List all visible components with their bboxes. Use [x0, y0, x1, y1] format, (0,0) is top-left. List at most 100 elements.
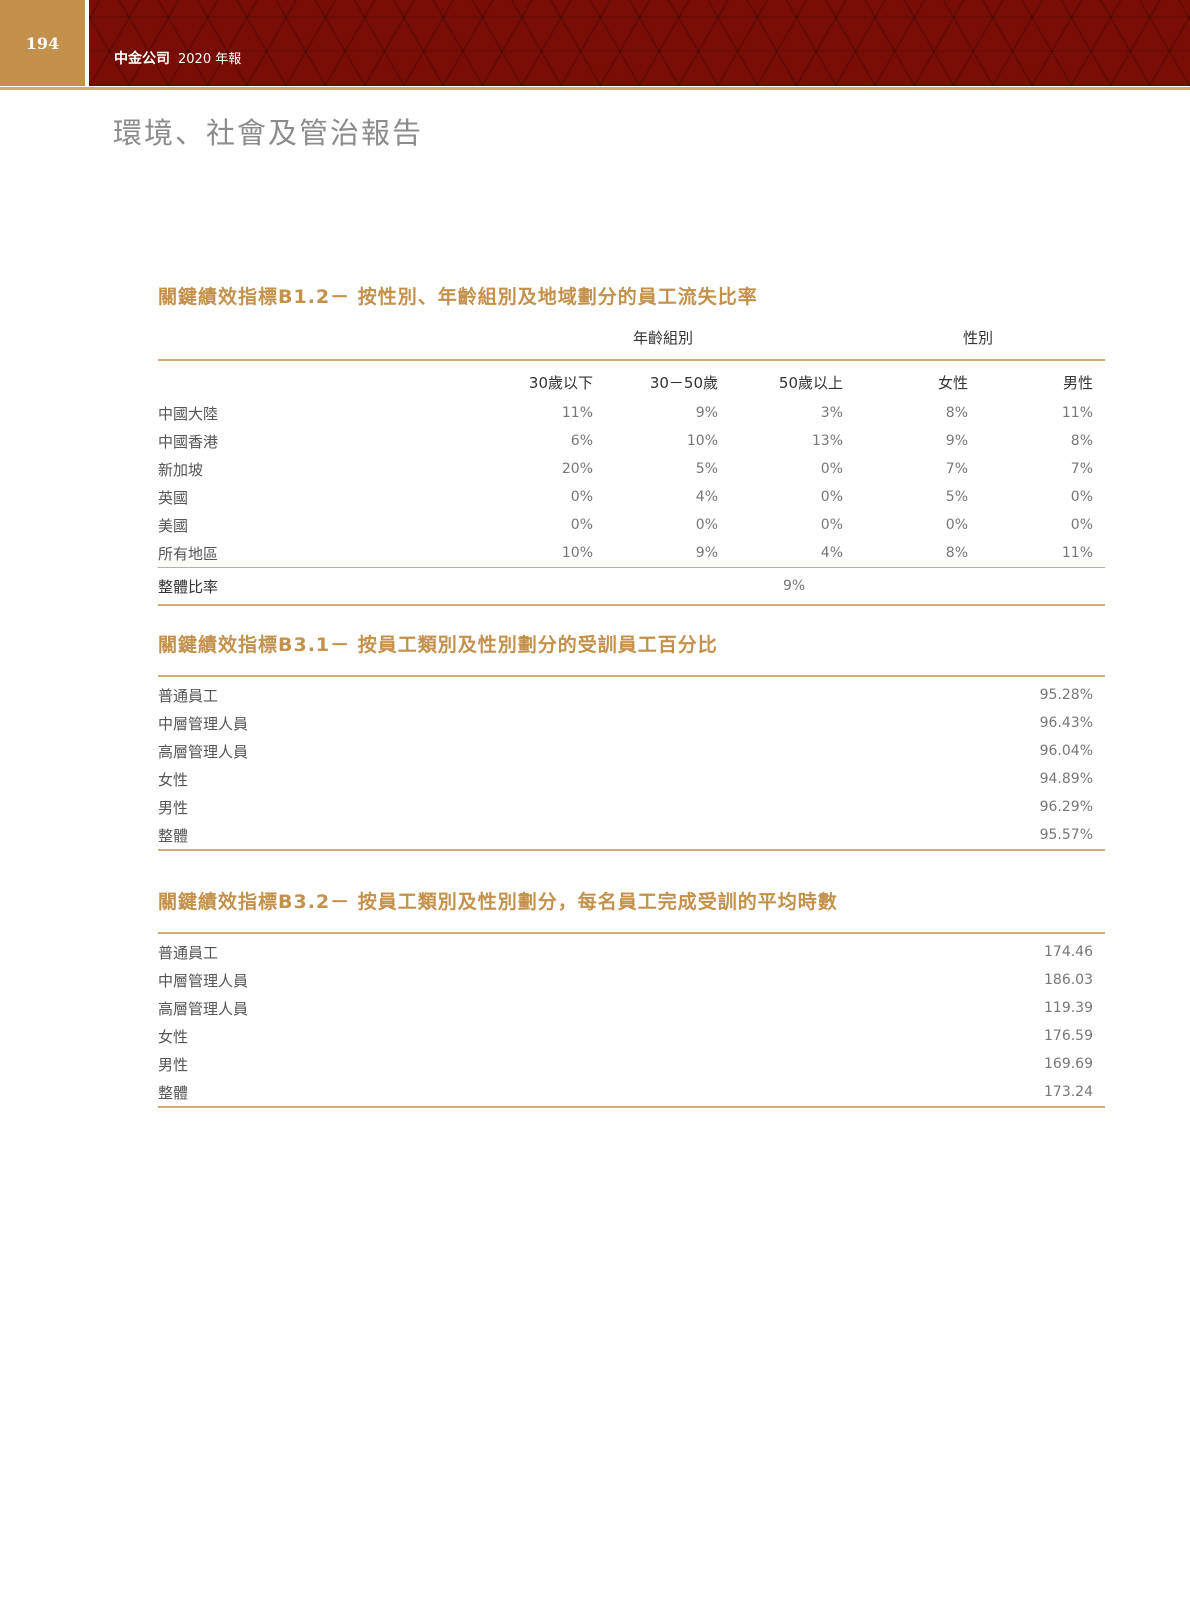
- column-header: 30－50歲: [649, 373, 718, 392]
- row-label: 美國: [158, 516, 189, 535]
- cell-value: 10%: [561, 545, 593, 561]
- group-gender-header: 性別: [963, 329, 994, 347]
- table-row: 新加坡 20% 5% 0% 7% 7%: [158, 455, 1105, 483]
- table-row: 女性 94.89%: [158, 765, 1105, 793]
- table-b31: 關鍵績效指標B3.1－ 按員工類別及性別劃分的受訓員工百分比 普通員工 95.28…: [158, 630, 1105, 851]
- cell-value: 8%: [945, 405, 968, 421]
- cell-value: 4%: [695, 489, 718, 505]
- row-label: 整體: [158, 1083, 189, 1102]
- row-label: 中層管理人員: [158, 971, 249, 990]
- row-label: 普通員工: [158, 686, 219, 705]
- column-header-row: 30歲以下 30－50歲 50歲以上 女性 男性: [158, 361, 1105, 399]
- table-b32: 關鍵績效指標B3.2－ 按員工類別及性別劃分，每名員工完成受訓的平均時數 普通員…: [158, 887, 1105, 1108]
- company-name: 中金公司: [114, 51, 170, 67]
- page-title: 環境、社會及管治報告: [113, 116, 424, 150]
- cell-value: 174.46: [1044, 944, 1093, 960]
- section-title: 關鍵績效指標B1.2－ 按性別、年齡組別及地域劃分的員工流失比率: [158, 286, 758, 308]
- divider: [158, 932, 1105, 934]
- header-brand: 中金公司 2020 年報: [114, 48, 241, 68]
- cell-value: 13%: [811, 433, 843, 449]
- column-header: 30歲以下: [528, 373, 593, 392]
- row-label: 中國香港: [158, 432, 219, 451]
- divider: [158, 567, 1105, 568]
- cell-value: 11%: [1061, 545, 1093, 561]
- page-number: 194: [0, 0, 85, 86]
- row-label: 新加坡: [158, 460, 204, 479]
- cell-value: 8%: [945, 545, 968, 561]
- header-divider: [0, 87, 1190, 90]
- cell-value: 10%: [686, 433, 718, 449]
- table-row: 高層管理人員 96.04%: [158, 737, 1105, 765]
- row-label: 所有地區: [158, 544, 219, 563]
- cell-value: 0%: [1070, 489, 1093, 505]
- divider: [158, 604, 1105, 606]
- cell-value: 0%: [820, 517, 843, 533]
- cell-value: 0%: [570, 517, 593, 533]
- cell-value: 9%: [695, 545, 718, 561]
- row-label: 高層管理人員: [158, 742, 249, 761]
- cell-value: 94.89%: [1039, 771, 1093, 787]
- divider: [158, 359, 1105, 361]
- table-row: 英國 0% 4% 0% 5% 0%: [158, 483, 1105, 511]
- row-label: 男性: [158, 1055, 189, 1074]
- group-age-header: 年齡組別: [633, 329, 694, 347]
- cell-value: 95.28%: [1039, 687, 1093, 703]
- cell-value: 5%: [695, 461, 718, 477]
- report-year: 2020 年報: [178, 52, 242, 67]
- header-band: [89, 0, 1190, 86]
- cell-value: 11%: [561, 405, 593, 421]
- cell-value: 0%: [820, 489, 843, 505]
- row-label: 男性: [158, 798, 189, 817]
- cell-value: 5%: [945, 489, 968, 505]
- cell-value: 96.29%: [1039, 799, 1093, 815]
- cell-value: 11%: [1061, 405, 1093, 421]
- section-title: 關鍵績效指標B3.1－ 按員工類別及性別劃分的受訓員工百分比: [158, 634, 718, 656]
- table-row: 中國大陸 11% 9% 3% 8% 11%: [158, 399, 1105, 427]
- table-row: 高層管理人員 119.39: [158, 994, 1105, 1022]
- cell-value: 96.04%: [1039, 743, 1093, 759]
- table-row: 男性 96.29%: [158, 793, 1105, 821]
- table-row: 普通員工 95.28%: [158, 681, 1105, 709]
- row-label: 中國大陸: [158, 404, 219, 423]
- table-row: 中層管理人員 186.03: [158, 966, 1105, 994]
- cell-value: 0%: [570, 489, 593, 505]
- cell-value: 0%: [820, 461, 843, 477]
- cell-value: 169.69: [1044, 1056, 1093, 1072]
- cell-value: 0%: [695, 517, 718, 533]
- table-row: 普通員工 174.46: [158, 938, 1105, 966]
- cell-value: 96.43%: [1039, 715, 1093, 731]
- table-row: 男性 169.69: [158, 1050, 1105, 1078]
- overall-label: 整體比率: [158, 577, 219, 596]
- table-row: 中國香港 6% 10% 13% 9% 8%: [158, 427, 1105, 455]
- cell-value: 9%: [695, 405, 718, 421]
- table-row: 整體 173.24: [158, 1078, 1105, 1106]
- divider: [158, 849, 1105, 851]
- table-b12: 關鍵績效指標B1.2－ 按性別、年齡組別及地域劃分的員工流失比率 年齡組別 性別…: [158, 282, 1105, 606]
- overall-row: 整體比率 9%: [158, 568, 1105, 604]
- divider: [158, 675, 1105, 677]
- cell-value: 9%: [945, 433, 968, 449]
- column-header: 女性: [937, 373, 968, 392]
- row-label: 英國: [158, 488, 189, 507]
- row-label: 整體: [158, 826, 189, 845]
- cell-value: 0%: [1070, 517, 1093, 533]
- table-row: 美國 0% 0% 0% 0% 0%: [158, 511, 1105, 539]
- row-label: 普通員工: [158, 943, 219, 962]
- row-label: 高層管理人員: [158, 999, 249, 1018]
- cell-value: 176.59: [1044, 1028, 1093, 1044]
- overall-value: 9%: [783, 578, 806, 594]
- cell-value: 4%: [820, 545, 843, 561]
- section-title: 關鍵績效指標B3.2－ 按員工類別及性別劃分，每名員工完成受訓的平均時數: [158, 891, 838, 913]
- cell-value: 186.03: [1044, 972, 1093, 988]
- row-label: 中層管理人員: [158, 714, 249, 733]
- table-row: 女性 176.59: [158, 1022, 1105, 1050]
- cell-value: 3%: [820, 405, 843, 421]
- cell-value: 7%: [945, 461, 968, 477]
- column-header: 50歲以上: [778, 373, 843, 392]
- divider: [158, 1106, 1105, 1108]
- cell-value: 20%: [561, 461, 593, 477]
- row-label: 女性: [158, 1027, 189, 1046]
- table-row: 中層管理人員 96.43%: [158, 709, 1105, 737]
- column-header: 男性: [1062, 373, 1093, 392]
